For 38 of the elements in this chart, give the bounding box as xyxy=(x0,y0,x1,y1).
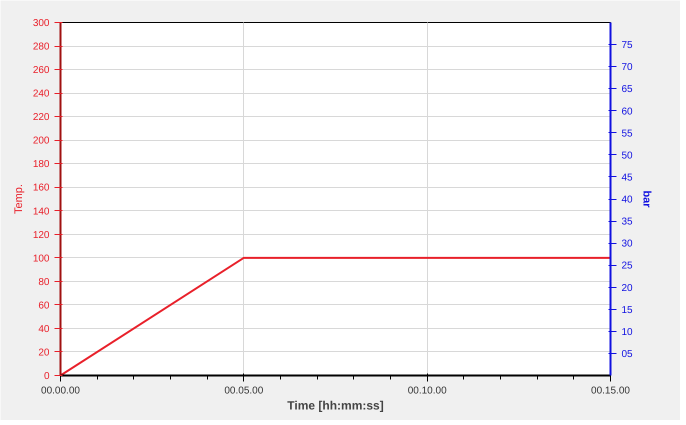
y2-tick-label: 10 xyxy=(622,326,634,338)
x-tick-label: 00.10.00 xyxy=(408,386,448,396)
y2-tick-label: 30 xyxy=(622,238,634,250)
y2-tick-label: 20 xyxy=(622,282,634,294)
y-tick-label: 260 xyxy=(32,65,50,76)
x-tick-label: 00.00.00 xyxy=(41,386,80,396)
y-tick-label: 120 xyxy=(32,230,50,241)
y-tick-label: 60 xyxy=(38,300,50,312)
y-tick-label: 100 xyxy=(32,253,50,264)
y-tick-label: 80 xyxy=(38,276,50,288)
y2-tick-label: 35 xyxy=(622,216,634,228)
x-axis-title: Time [hh:mm:ss] xyxy=(287,398,384,412)
y2-tick-label: 70 xyxy=(622,62,634,74)
y-tick-label: 280 xyxy=(32,42,50,53)
y-tick-label: 240 xyxy=(32,88,50,100)
y2-tick-label: 05 xyxy=(622,348,634,360)
y-tick-label: 20 xyxy=(38,347,50,358)
y2-tick-label: 45 xyxy=(622,172,634,184)
y-tick-label: 140 xyxy=(32,206,50,218)
y-tick-label: 300 xyxy=(32,18,50,29)
y2-tick-label: 55 xyxy=(622,128,634,140)
y2-tick-label: 60 xyxy=(622,106,634,118)
y-tick-label: 40 xyxy=(38,324,50,335)
y2-tick-label: 40 xyxy=(622,194,634,206)
y-tick-label: 220 xyxy=(32,112,50,124)
y2-tick-label: 50 xyxy=(622,150,634,162)
y2-tick-label: 65 xyxy=(622,84,634,96)
y2-tick-label: 25 xyxy=(622,260,634,272)
y2-tick-label: 75 xyxy=(622,40,634,52)
y-axis-title: Temp. xyxy=(12,184,25,214)
y-tick-label: 160 xyxy=(32,182,50,194)
y-tick-label: 180 xyxy=(32,159,50,170)
y2-tick-label: 15 xyxy=(622,304,634,316)
y-tick-label: 0 xyxy=(44,371,50,382)
y2-axis-title: bar xyxy=(640,190,653,208)
x-tick-label: 00.15.00 xyxy=(591,386,630,396)
y-tick-label: 200 xyxy=(32,136,50,147)
x-tick-label: 00.05.00 xyxy=(224,386,264,396)
